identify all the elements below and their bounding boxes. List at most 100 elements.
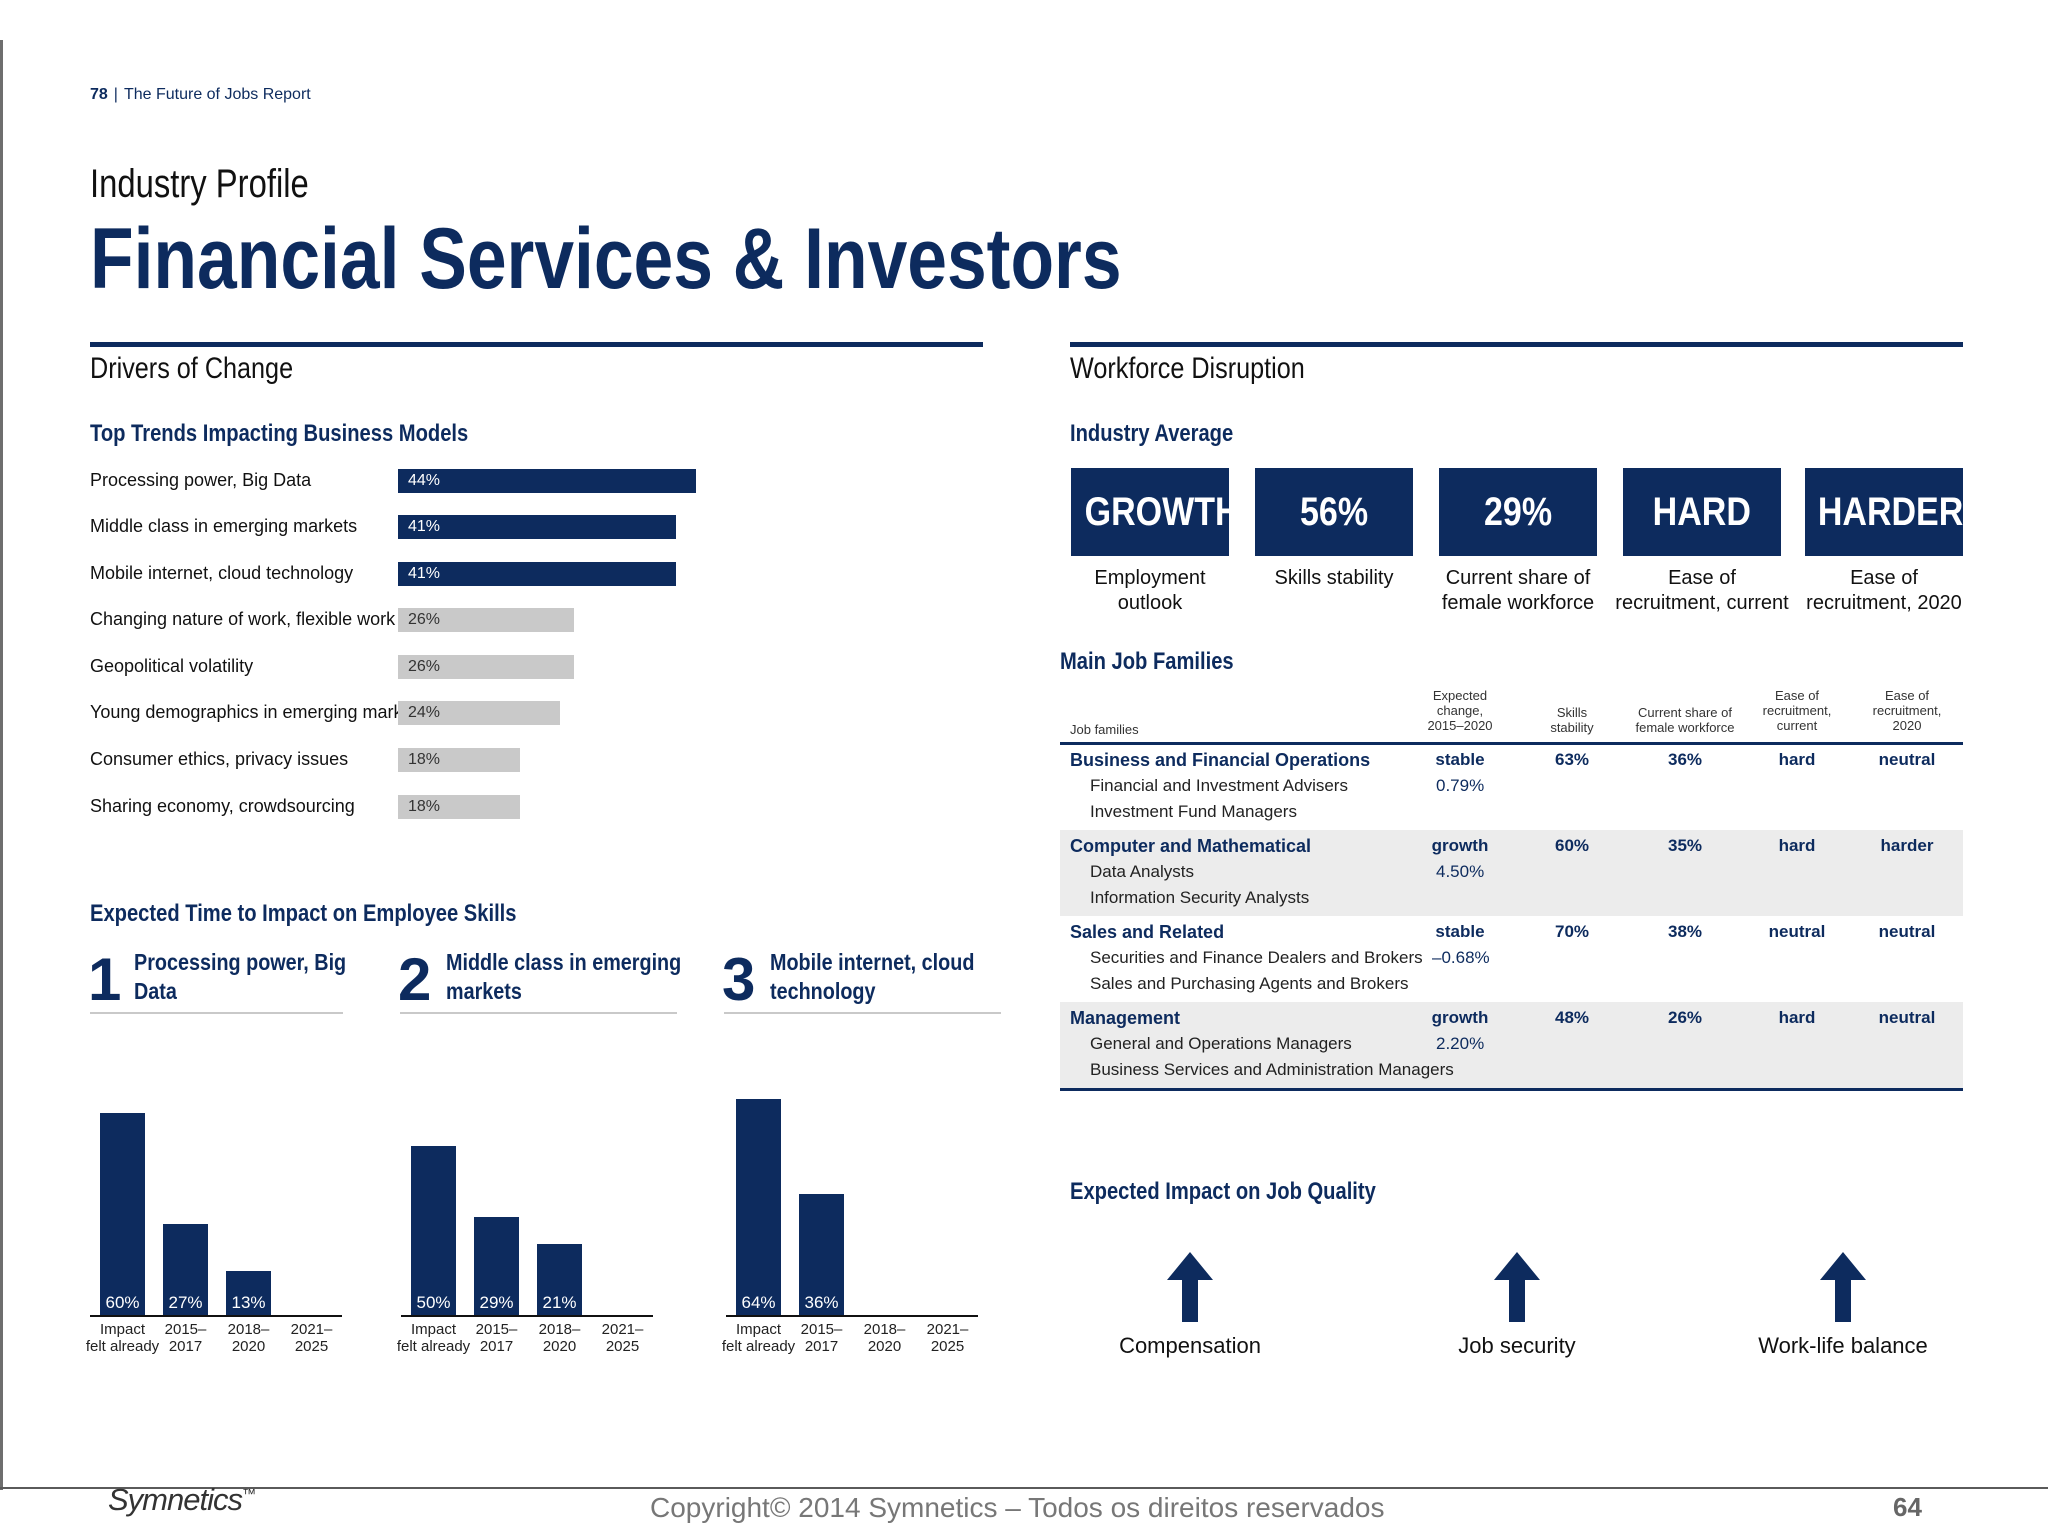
ease-2020-cell: neutral bbox=[1878, 1008, 1936, 1027]
trends-heading: Top Trends Impacting Business Models bbox=[90, 420, 469, 447]
chart-bar-label: 60% bbox=[105, 1293, 140, 1312]
ease-current-cell: neutral bbox=[1768, 922, 1826, 941]
kpi-caption-line: Ease of bbox=[1850, 567, 1918, 589]
chart-bar bbox=[100, 1113, 145, 1315]
col-header-line: current bbox=[1776, 718, 1818, 733]
chart-tick-label: 2015– 2017 bbox=[164, 1321, 207, 1355]
chart-tick-label: 2021– 2025 bbox=[926, 1321, 969, 1355]
female-cell: 36% bbox=[1667, 750, 1703, 769]
kpi-value: HARDER bbox=[1817, 490, 1964, 534]
change-cell: 2.20% bbox=[1436, 1034, 1485, 1053]
col-header-line: recruitment, bbox=[1872, 703, 1942, 718]
chart-tick-label: Impact felt already bbox=[396, 1321, 471, 1355]
page-title: Financial Services & Investors bbox=[90, 211, 1122, 307]
job-quality-heading: Expected Impact on Job Quality bbox=[1070, 1178, 1376, 1205]
workforce-heading: Workforce Disruption bbox=[1070, 352, 1305, 385]
report-page-number: 78 bbox=[90, 86, 108, 103]
chart-bar-label: 36% bbox=[804, 1293, 839, 1312]
chart-axis bbox=[401, 1315, 653, 1317]
table-row: Sales and Related Securities and Finance… bbox=[1060, 916, 1963, 1002]
kpi-caption-line: outlook bbox=[1117, 592, 1183, 614]
skills-heading: Expected Time to Impact on Employee Skil… bbox=[90, 900, 517, 927]
skill-rank: 1 bbox=[88, 946, 122, 1013]
job-family-name: Management bbox=[1070, 1008, 1181, 1028]
chart-bar bbox=[411, 1146, 456, 1315]
trend-label: Sharing economy, crowdsourcing bbox=[90, 796, 355, 816]
kpi-caption-line: Skills stability bbox=[1274, 567, 1394, 589]
col-header-ease-2020: Ease of recruitment, 2020 bbox=[1862, 688, 1952, 733]
industry-average-heading: Industry Average bbox=[1070, 420, 1234, 447]
chart-tick-label: 2018– 2020 bbox=[538, 1321, 581, 1355]
col-header-line: Skills bbox=[1556, 705, 1588, 720]
kpi-caption: Ease of recruitment, 2020 bbox=[1789, 566, 1979, 616]
trend-bar: 24% bbox=[398, 701, 560, 725]
job-quality-label: Work-life balance bbox=[1758, 1333, 1928, 1358]
chart-bar-label: 27% bbox=[168, 1293, 203, 1312]
stability-cell: 48% bbox=[1554, 1008, 1590, 1027]
col-header-stability: Skills stability bbox=[1540, 705, 1604, 735]
skill-title-line: Processing power, Big bbox=[134, 949, 347, 975]
job-family-name: Computer and Mathematical bbox=[1070, 836, 1312, 856]
ease-2020-cell: neutral bbox=[1878, 750, 1936, 769]
occupation: Information Security Analysts bbox=[1090, 888, 1310, 907]
kpi-skills-stability: 56% bbox=[1255, 468, 1413, 556]
trend-label: Changing nature of work, flexible work bbox=[90, 609, 396, 629]
kpi-caption: Ease of recruitment, current bbox=[1607, 566, 1797, 616]
job-family-name: Sales and Related bbox=[1070, 922, 1225, 942]
col-header-change: Expected change, 2015–2020 bbox=[1420, 688, 1500, 733]
trend-bar: 44% bbox=[398, 469, 696, 493]
arrow-up-icon bbox=[1820, 1252, 1866, 1322]
trend-bar: 41% bbox=[398, 562, 676, 586]
occupation: Data Analysts bbox=[1090, 862, 1194, 881]
occupation: Business Services and Administration Man… bbox=[1090, 1060, 1454, 1079]
skill-title-line: Middle class in emerging bbox=[446, 949, 682, 975]
chart-bar-label: 64% bbox=[741, 1293, 776, 1312]
symnetics-logo: Symnetics™ bbox=[108, 1482, 256, 1518]
stability-cell: 60% bbox=[1554, 836, 1590, 855]
chart-tick-label: 2021– 2025 bbox=[290, 1321, 333, 1355]
logo-text: Symnetics bbox=[108, 1482, 243, 1517]
skill-rank: 3 bbox=[722, 946, 756, 1013]
female-cell: 35% bbox=[1667, 836, 1703, 855]
change-cell: 4.50% bbox=[1436, 862, 1485, 881]
table-row: Computer and Mathematical Data Analysts … bbox=[1060, 830, 1963, 916]
kpi-caption-line: female workforce bbox=[1441, 592, 1595, 614]
col-header-line: Ease of bbox=[1884, 688, 1930, 703]
change-cell: 0.79% bbox=[1436, 776, 1485, 795]
kpi-value: 29% bbox=[1483, 490, 1553, 534]
copyright-notice: Copyright© 2014 Symnetics – Todos os dir… bbox=[650, 1492, 1385, 1523]
female-cell: 38% bbox=[1667, 922, 1703, 941]
trend-label: Mobile internet, cloud technology bbox=[90, 563, 354, 583]
chart-axis bbox=[726, 1315, 978, 1317]
skill-rank: 2 bbox=[398, 946, 432, 1013]
col-header-line: change, bbox=[1436, 703, 1484, 718]
drivers-heading: Drivers of Change bbox=[90, 352, 294, 385]
chart-axis bbox=[90, 1315, 342, 1317]
chart-bar bbox=[226, 1271, 271, 1315]
occupation: Securities and Finance Dealers and Broke… bbox=[1090, 948, 1423, 967]
chart-tick-label: 2015– 2017 bbox=[475, 1321, 518, 1355]
chart-tick-label: 2021– 2025 bbox=[601, 1321, 644, 1355]
chart-bar bbox=[736, 1099, 781, 1315]
outlook-cell: growth bbox=[1431, 1008, 1489, 1027]
chart-tick-label: 2018– 2020 bbox=[863, 1321, 906, 1355]
col-header-female: Current share of female workforce bbox=[1625, 705, 1745, 735]
job-quality-label: Job security bbox=[1458, 1333, 1576, 1358]
kpi-caption: Current share of female workforce bbox=[1423, 566, 1613, 616]
trend-label: Young demographics in emerging markets bbox=[90, 702, 427, 722]
arrow-up-icon bbox=[1167, 1252, 1213, 1322]
kpi-caption-line: Current share of bbox=[1445, 567, 1591, 589]
kpi-value: HARD bbox=[1652, 490, 1752, 534]
running-header: 78 | The Future of Jobs Report bbox=[90, 86, 311, 104]
outlook-cell: growth bbox=[1431, 836, 1489, 855]
occupation: General and Operations Managers bbox=[1090, 1034, 1352, 1053]
table-bottom-rule bbox=[1060, 1088, 1963, 1091]
female-cell: 26% bbox=[1667, 1008, 1703, 1027]
skill-rule bbox=[400, 1012, 677, 1014]
chart-tick-label: Impact felt already bbox=[85, 1321, 160, 1355]
trend-label: Geopolitical volatility bbox=[90, 656, 254, 676]
table-row: Business and Financial Operations Financ… bbox=[1060, 746, 1963, 830]
skill-title-line: technology bbox=[770, 978, 876, 1004]
trend-bar: 18% bbox=[398, 748, 520, 772]
chart-bar bbox=[799, 1194, 844, 1315]
